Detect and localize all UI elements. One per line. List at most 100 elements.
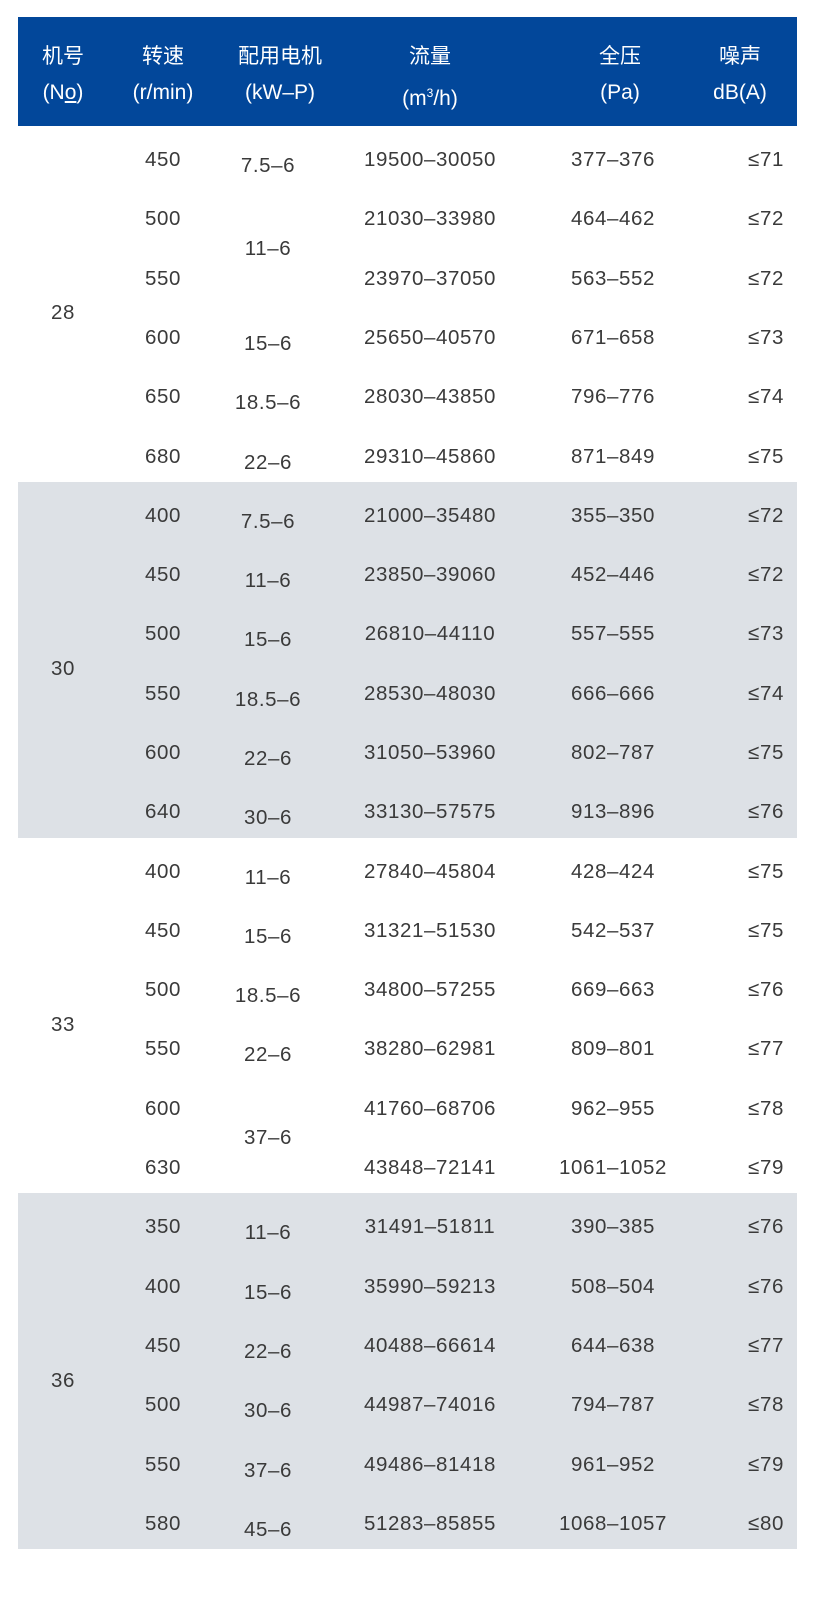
motor-cell: 18.5–6 [234, 687, 302, 711]
flow-cell: 33130–57575 [363, 800, 497, 824]
noise-cell: ≤76 [748, 1274, 784, 1298]
noise-cell: ≤78 [748, 1096, 784, 1120]
flow-cell: 31491–51811 [364, 1215, 496, 1239]
motor-cell: 45–6 [243, 1517, 293, 1541]
pressure-cell: 669–663 [570, 978, 656, 1002]
speed-cell: 650 [144, 385, 182, 409]
flow-cell: 43848–72141 [363, 1156, 497, 1180]
pressure-cell: 508–504 [570, 1274, 656, 1298]
pressure-cell: 671–658 [570, 325, 656, 349]
noise-cell: ≤72 [748, 207, 784, 231]
flow-cell: 31050–53960 [363, 740, 497, 764]
flow-cell: 28530–48030 [363, 681, 497, 705]
motor-cell: 18.5–6 [234, 984, 302, 1008]
unit-pre: (m [402, 87, 427, 110]
motor-cell: 22–6 [243, 450, 293, 474]
speed-cell: 580 [144, 1511, 182, 1535]
noise-cell: ≤72 [748, 503, 784, 527]
speed-cell: 500 [144, 978, 182, 1002]
pressure-cell: 794–787 [570, 1393, 656, 1417]
noise-cell: ≤74 [748, 385, 784, 409]
header-pressure: 全压 (Pa) [599, 39, 641, 111]
speed-cell: 500 [144, 1393, 182, 1417]
machine-group-30: 30 400 21000–35480 355–350 ≤72 450 23850–39060… [18, 481, 797, 838]
speed-cell: 450 [144, 563, 182, 587]
speed-cell: 450 [144, 1333, 182, 1357]
pressure-cell: 1061–1052 [558, 1156, 668, 1180]
noise-cell: ≤77 [748, 1333, 784, 1357]
noise-cell: ≤75 [748, 859, 784, 883]
header-noise: 噪声 dB(A) [713, 39, 767, 111]
motor-cell: 30–6 [243, 806, 293, 830]
header-unit: dB(A) [713, 81, 767, 104]
pressure-cell: 542–537 [570, 918, 656, 942]
header-machine-no: 机号 (No) [42, 39, 84, 111]
header-unit: (No) [42, 81, 84, 104]
motor-cell: 18.5–6 [234, 391, 302, 415]
machine-group-33: 33 400 27840–45804 428–424 ≤75 450 31321–51530… [18, 838, 797, 1194]
motor-cell: 15–6 [243, 628, 293, 652]
noise-cell: ≤73 [748, 622, 784, 646]
machine-no-cell: 28 [50, 301, 76, 325]
machine-group-28: 28 450 19500–30050 377–376 ≤71 500 21030–33980… [18, 126, 797, 482]
motor-cell: 11–6 [244, 1221, 292, 1245]
flow-cell: 34800–57255 [363, 978, 497, 1002]
flow-cell: 25650–40570 [363, 325, 497, 349]
noise-cell: ≤80 [748, 1511, 784, 1535]
noise-cell: ≤74 [748, 681, 784, 705]
speed-cell: 400 [144, 1274, 182, 1298]
speed-cell: 500 [144, 622, 182, 646]
unit-post: /h) [433, 87, 458, 110]
speed-cell: 630 [144, 1156, 182, 1180]
flow-cell: 27840–45804 [363, 859, 497, 883]
flow-cell: 38280–62981 [363, 1037, 497, 1061]
speed-cell: 600 [144, 1096, 182, 1120]
motor-cell: 7.5–6 [240, 509, 296, 533]
machine-group-36: 36 350 31491–51811 390–385 ≤76 400 35990–59213… [18, 1193, 797, 1550]
motor-cell: 15–6 [243, 331, 293, 355]
header-flow: 流量 (m3/h) [402, 39, 458, 117]
noise-cell: ≤79 [748, 1452, 784, 1476]
pressure-cell: 1068–1057 [558, 1511, 668, 1535]
flow-cell: 31321–51530 [363, 918, 497, 942]
flow-cell: 23970–37050 [363, 266, 497, 290]
flow-cell: 21030–33980 [363, 207, 497, 231]
noise-cell: ≤76 [748, 1215, 784, 1239]
motor-cell: 11–6 [244, 236, 292, 260]
speed-cell: 450 [144, 918, 182, 942]
speed-cell: 640 [144, 800, 182, 824]
noise-cell: ≤73 [748, 325, 784, 349]
machine-no-cell: 30 [50, 657, 76, 681]
flow-cell: 41760–68706 [363, 1096, 497, 1120]
noise-cell: ≤75 [748, 444, 784, 468]
header-title: 转速 [142, 45, 184, 68]
motor-cell: 15–6 [243, 1280, 293, 1304]
pressure-cell: 913–896 [570, 800, 656, 824]
pressure-cell: 390–385 [570, 1215, 656, 1239]
pressure-cell: 796–776 [570, 385, 656, 409]
motor-cell: 37–6 [243, 1458, 293, 1482]
flow-cell: 40488–66614 [363, 1333, 497, 1357]
noise-cell: ≤76 [748, 978, 784, 1002]
noise-cell: ≤76 [748, 800, 784, 824]
flow-cell: 49486–81418 [363, 1452, 497, 1476]
speed-cell: 550 [144, 266, 182, 290]
noise-cell: ≤72 [748, 266, 784, 290]
motor-cell: 30–6 [243, 1399, 293, 1423]
header-title: 全压 [599, 45, 641, 68]
speed-cell: 550 [144, 1452, 182, 1476]
speed-cell: 550 [144, 1037, 182, 1061]
pressure-cell: 452–446 [570, 563, 656, 587]
noise-cell: ≤75 [748, 740, 784, 764]
pressure-cell: 871–849 [570, 444, 656, 468]
header-title: 配用电机 [238, 45, 322, 68]
noise-cell: ≤79 [748, 1156, 784, 1180]
flow-cell: 51283–85855 [363, 1511, 497, 1535]
header-unit: (m3/h) [402, 75, 458, 117]
motor-cell: 15–6 [243, 924, 293, 948]
noise-cell: ≤77 [748, 1037, 784, 1061]
speed-cell: 600 [144, 740, 182, 764]
motor-cell: 22–6 [243, 1043, 293, 1067]
motor-cell: 11–6 [244, 569, 292, 593]
speed-cell: 680 [144, 444, 182, 468]
